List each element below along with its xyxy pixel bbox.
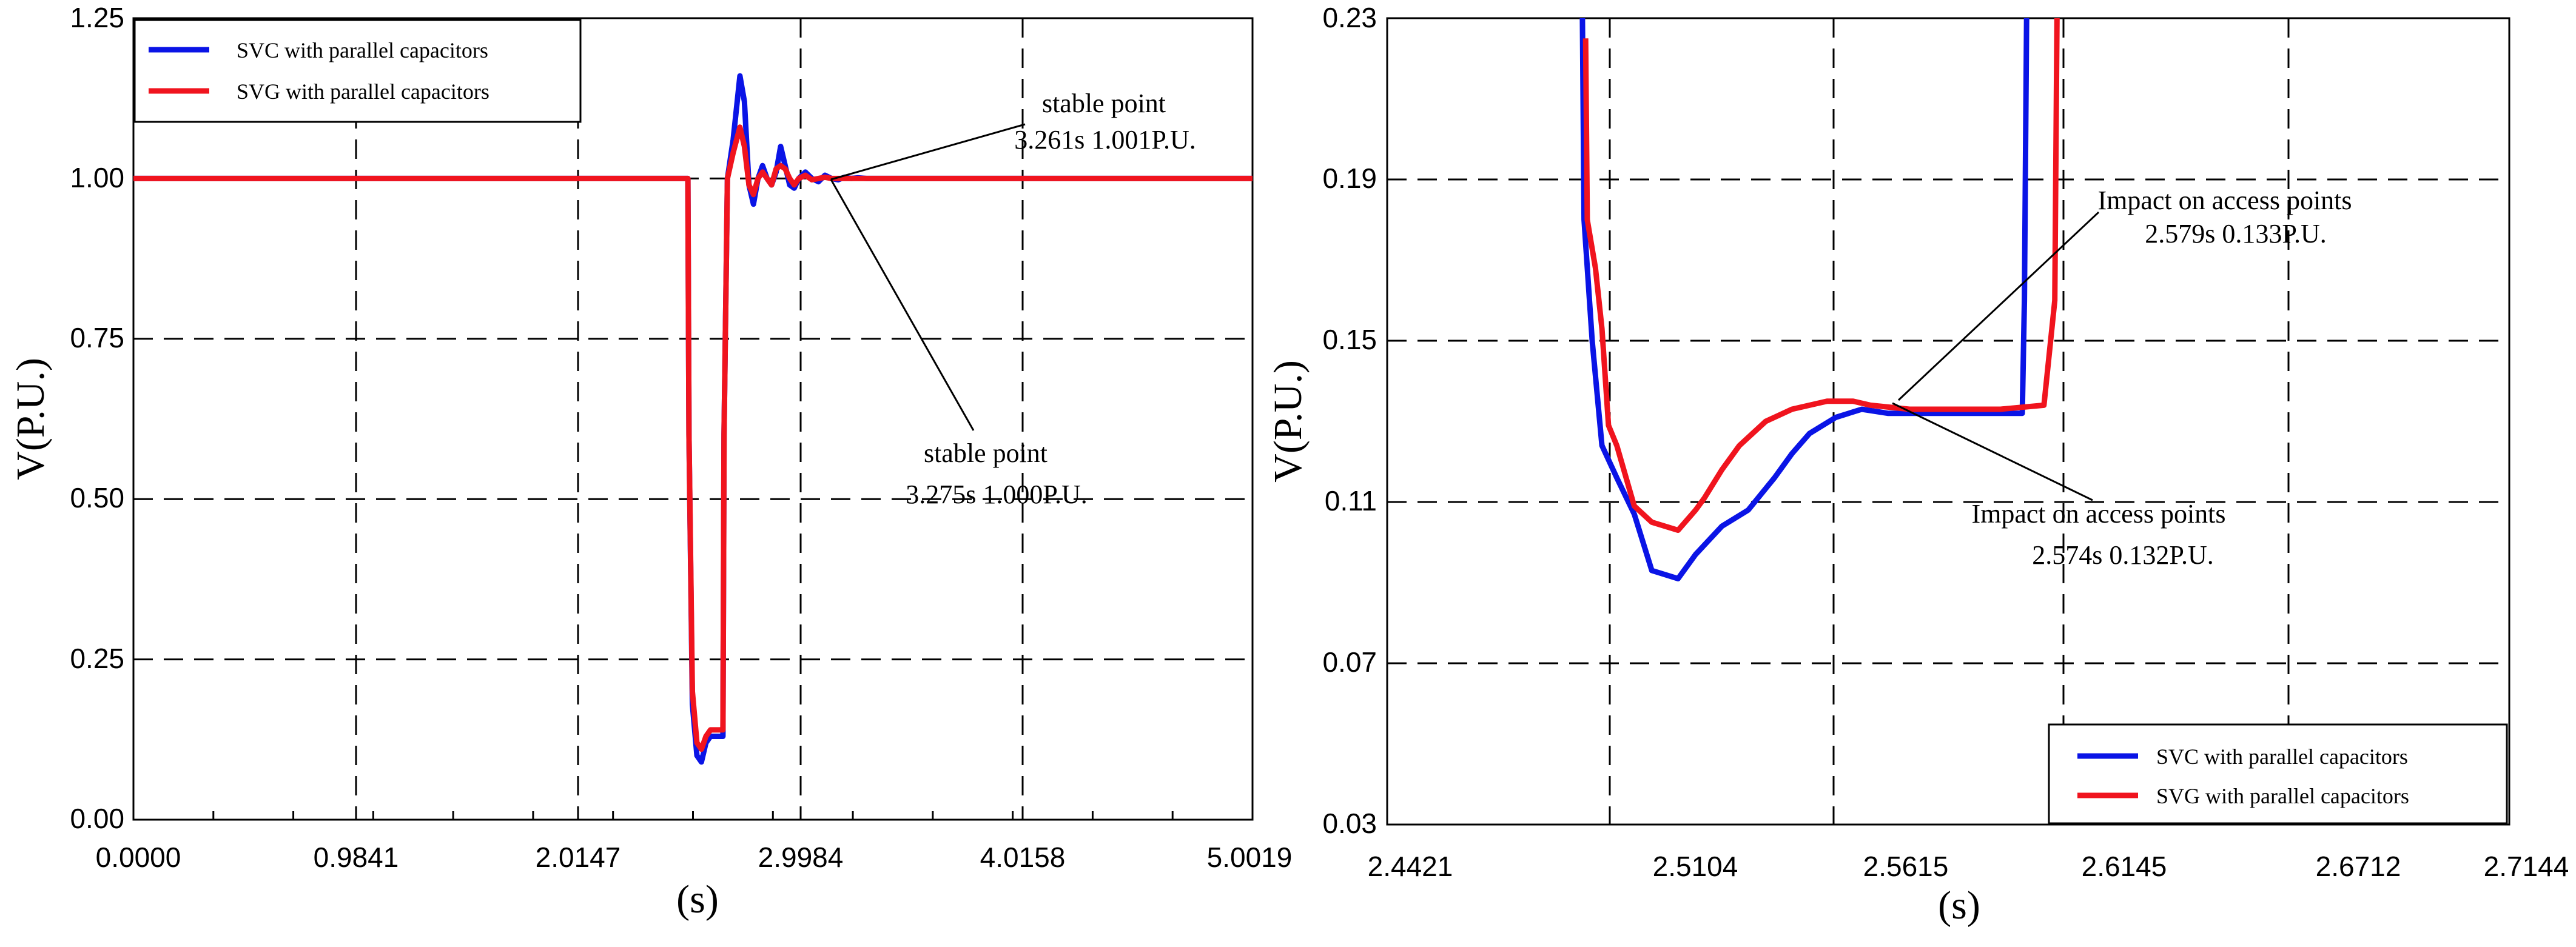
- annotation-title: stable point: [924, 438, 1048, 468]
- annotation-title: Impact on access points: [2097, 186, 2352, 215]
- y-tick-label: 0.11: [1325, 485, 1377, 517]
- right-chart-series: [1579, 18, 2060, 581]
- legend-label-svg: SVG with parallel capacitors: [2156, 784, 2409, 808]
- x-tick-label: 2.0147: [536, 842, 621, 873]
- annotation-leader-line: [830, 179, 975, 431]
- x-tick-label: 2.6712: [2316, 851, 2401, 882]
- series-line-svg: [133, 124, 1253, 752]
- annotation-leader-line: [1892, 402, 2093, 501]
- y-tick-label: 0.50: [70, 482, 124, 514]
- series-line-svc: [1579, 18, 2030, 581]
- y-tick-label: 0.03: [1322, 808, 1377, 839]
- y-tick-label: 1.25: [70, 2, 124, 33]
- y-tick-label: 0.07: [1322, 646, 1377, 678]
- x-tick-label: 2.5104: [1653, 851, 1738, 882]
- left-chart-y-axis-label: V(P.U.): [8, 358, 53, 480]
- x-tick-label: 2.4421: [1368, 851, 1453, 882]
- y-tick-label: 0.23: [1322, 2, 1377, 33]
- x-tick-label: 0.9841: [314, 842, 399, 873]
- x-tick-label: 2.5615: [1863, 851, 1949, 882]
- series-line-svg: [1582, 18, 2060, 534]
- annotation-title: Impact on access points: [1971, 499, 2225, 529]
- x-tick-label: 2.7144: [2484, 851, 2569, 882]
- right-chart: 0.03 0.07 0.11 0.15 0.19 0.23 2.4421 2.5…: [1266, 2, 2569, 928]
- annotation-title: stable point: [1042, 89, 1166, 118]
- right-chart-x-ticks: 2.4421 2.5104 2.5615 2.6145 2.6712 2.714…: [1368, 851, 2569, 882]
- annotation-value: 3.261s 1.001P.U.: [1014, 125, 1196, 155]
- left-chart-frame: [132, 17, 1254, 821]
- right-chart-y-axis-label: V(P.U.): [1266, 360, 1310, 483]
- left-chart-y-ticks: 0.00 0.25 0.50 0.75 1.00 1.25: [70, 2, 124, 834]
- x-tick-label: 4.0158: [980, 842, 1066, 873]
- y-tick-label: 1.00: [70, 162, 124, 193]
- legend-label-svg: SVG with parallel capacitors: [237, 79, 489, 104]
- x-tick-label: 5.0019: [1207, 842, 1293, 873]
- annotation-value: 2.579s 0.133P.U.: [2145, 219, 2327, 249]
- y-tick-label: 0.75: [70, 322, 124, 353]
- x-tick-label: 2.6145: [2082, 851, 2167, 882]
- right-chart-y-ticks: 0.03 0.07 0.11 0.15 0.19 0.23: [1322, 2, 1377, 839]
- annotation-value: 2.574s 0.132P.U.: [2032, 540, 2214, 570]
- legend-box: [2048, 723, 2508, 825]
- left-chart: 0.00 0.25 0.50 0.75 1.00 1.25 0.0000 0.9…: [8, 2, 1292, 922]
- annotation-leader-line: [1897, 211, 2100, 401]
- annotation-value: 3.275s 1.000P.U.: [906, 480, 1088, 509]
- left-chart-annotations: stable point 3.261s 1.001P.U. stable poi…: [830, 89, 1196, 509]
- legend-label-svc: SVC with parallel capacitors: [237, 38, 488, 62]
- left-chart-x-axis-label: (s): [676, 877, 719, 922]
- right-chart-grid: [1387, 17, 2509, 825]
- left-chart-legend: SVC with parallel capacitors SVG with pa…: [133, 19, 582, 123]
- y-tick-label: 0.15: [1322, 324, 1377, 355]
- right-chart-legend: SVC with parallel capacitors SVG with pa…: [2048, 723, 2508, 825]
- legend-box: [133, 19, 582, 123]
- right-chart-annotations: Impact on access points 2.579s 0.133P.U.…: [1892, 186, 2352, 570]
- right-chart-x-axis-label: (s): [1938, 883, 1980, 928]
- left-chart-x-ticks: 0.0000 0.9841 2.0147 2.9984 4.0158 5.001…: [96, 842, 1293, 873]
- x-tick-label: 2.9984: [758, 842, 844, 873]
- right-chart-frame: [1386, 17, 2510, 826]
- legend-label-svc: SVC with parallel capacitors: [2156, 745, 2408, 769]
- y-tick-label: 0.00: [70, 803, 124, 834]
- y-tick-label: 0.25: [70, 643, 124, 674]
- annotation-leader-line: [830, 123, 1026, 181]
- x-tick-label: 0.0000: [96, 842, 181, 873]
- left-chart-series: [133, 73, 1253, 765]
- y-tick-label: 0.19: [1322, 162, 1377, 194]
